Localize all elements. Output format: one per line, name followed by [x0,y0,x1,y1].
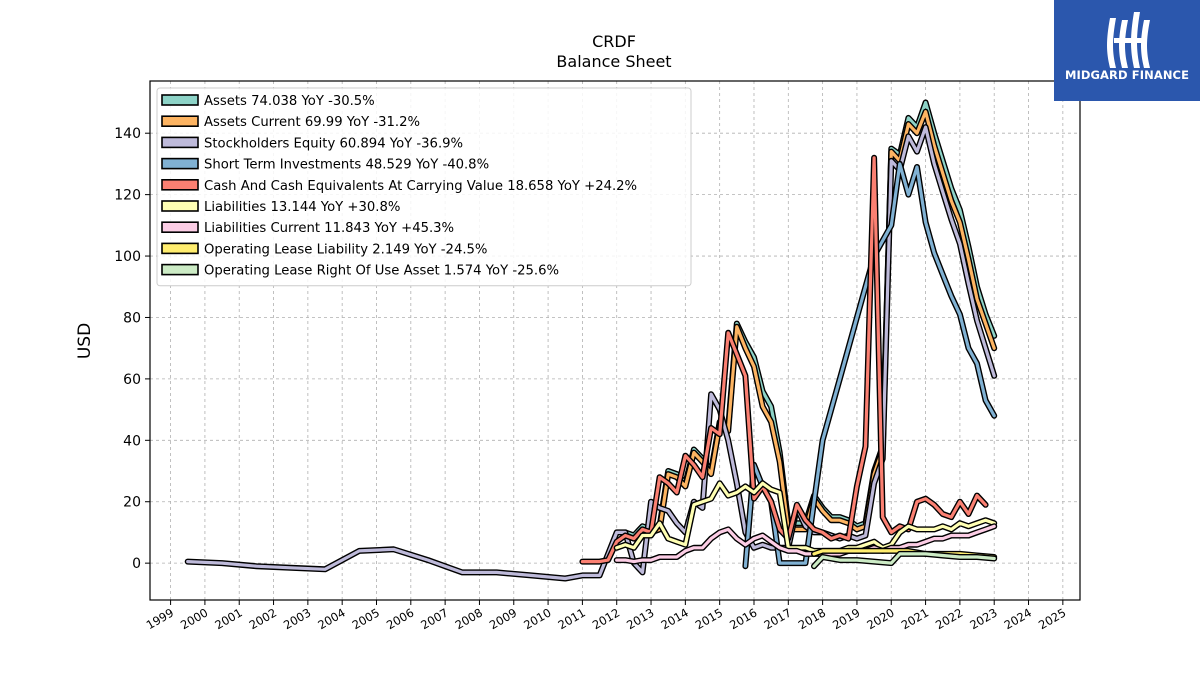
y-axis-label: USD [75,323,95,359]
x-tick-label: 2014 [658,605,690,632]
legend-label: Liabilities 13.144 YoY +30.8% [204,200,400,215]
x-tick-label: 2012 [590,605,622,632]
x-tick-label: 2019 [830,605,862,632]
legend-swatch [161,242,199,255]
brand-name: MIDGARD FINANCE [1064,68,1190,82]
x-tick-label: 2015 [693,605,725,632]
plot-frame [149,80,1081,601]
y-axis: 0 20 40 60 80 100 120 140 [114,126,150,572]
x-tick-label: 2004 [315,605,347,632]
x-tick-label: 2001 [212,605,244,632]
x-tick-label: 2016 [727,605,759,632]
legend-label: Short Term Investments 48.529 YoY -40.8% [204,158,489,173]
y-tick-label: 100 [114,249,141,265]
series-line [613,480,998,554]
legend-label: Assets Current 69.99 YoY -31.2% [204,115,420,130]
x-tick-label: 2018 [796,605,828,632]
x-tick-label: 2007 [418,605,450,632]
brand-logo: MIDGARD FINANCE [1054,0,1200,101]
legend-label: Assets 74.038 YoY -30.5% [204,94,375,109]
series-line [613,523,998,565]
x-tick-label: 2008 [453,605,485,632]
legend-swatch [161,179,199,191]
midgard-logo-icon [1107,12,1150,68]
legend-swatch [161,115,199,127]
series-line-stroke [615,481,996,553]
legend-swatch [161,221,199,233]
x-tick-label: 2025 [1036,605,1068,632]
legend-label: Stockholders Equity 60.894 YoY -36.9% [204,136,463,151]
legend-box [156,87,692,287]
x-tick-label: 1999 [144,605,176,632]
series-line-stroke [615,524,996,564]
x-tick-label: 2020 [864,605,896,632]
x-tick-label: 2023 [967,605,999,632]
y-tick-label: 120 [114,188,141,204]
x-tick-label: 2005 [350,605,382,632]
legend-swatch [161,136,199,149]
legend-swatch [161,200,199,212]
chart-subtitle: Balance Sheet [556,52,671,71]
legend-label: Liabilities Current 11.843 YoY +45.3% [204,221,454,236]
y-tick-label: 0 [132,556,141,572]
series-line-stroke [812,552,996,568]
x-tick-label: 2022 [933,605,965,632]
legend-swatch [161,263,199,276]
x-tick-label: 2017 [761,605,793,632]
y-tick-label: 140 [114,126,141,142]
series-layer [184,99,998,582]
series-line [811,550,998,570]
x-tick-label: 2000 [178,605,210,632]
x-axis: 1999 2000 2001 2002 2003 2004 2005 2006 2007 2008… [144,600,1068,632]
legend-label: Cash And Cash Equivalents At Carrying Va… [204,179,637,194]
legend-label: Operating Lease Right Of Use Asset 1.574… [204,264,559,279]
x-tick-label: 2002 [247,605,279,632]
legend: Assets 74.038 YoY -30.5% Assets Current 6… [156,87,692,287]
series-line-stroke [743,162,996,568]
legend-label: Operating Lease Liability 2.149 YoY -24.… [204,242,487,257]
x-tick-label: 2010 [521,605,553,632]
y-tick-label: 20 [123,495,141,511]
chart-title: CRDF [592,32,636,51]
series-line [742,160,998,570]
y-tick-label: 60 [123,372,141,388]
y-tick-label: 80 [123,310,141,326]
legend-swatch [161,94,199,106]
x-tick-label: 2013 [624,605,656,632]
x-tick-label: 2024 [1002,605,1034,632]
legend-swatch [161,157,199,170]
x-tick-label: 2009 [487,605,519,632]
x-tick-label: 2006 [384,605,416,632]
y-tick-label: 40 [123,433,141,449]
x-tick-label: 2021 [899,605,931,632]
x-tick-label: 2011 [556,605,588,632]
x-tick-label: 2003 [281,605,313,632]
